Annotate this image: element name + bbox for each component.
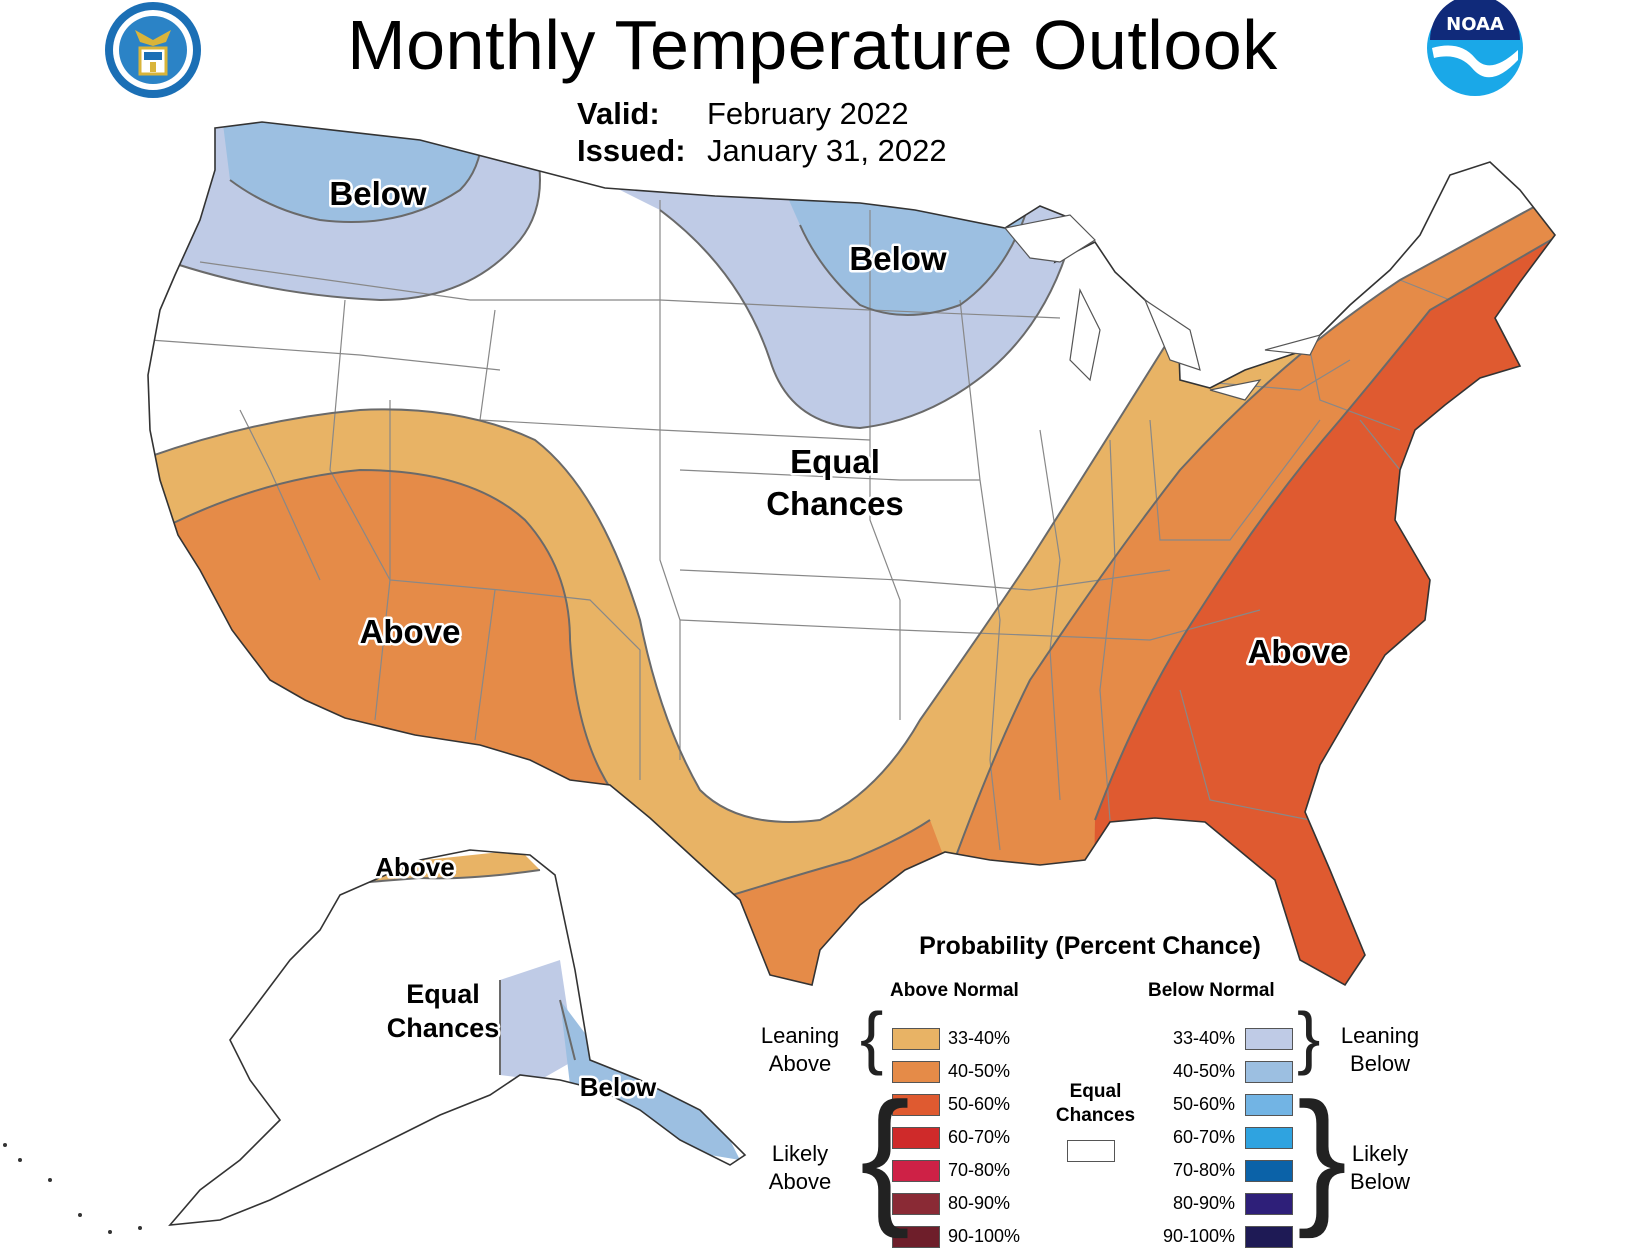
legend-title: Probability (Percent Chance) [919,932,1261,960]
aleutian-islands [3,1143,142,1234]
legend-below-swatch [1245,1226,1293,1248]
region-label-alaska-above: Above [375,852,454,882]
region-label-nw-below: Below [329,175,427,212]
region-label-alaska-below: Below [580,1072,657,1102]
legend: Probability (Percent Chance) Above Norma… [740,930,1440,1250]
likely-above-label: Likely Above [768,1141,832,1194]
legend-above-pct: 40-50% [948,1061,1011,1081]
legend-below-pct: 33-40% [1172,1028,1235,1048]
legend-above-swatch [892,1160,940,1182]
legend-above-pct: 80-90% [948,1193,1011,1213]
legend-above-row: 90-100% [740,1226,1040,1248]
region-label-alaska-equal-1: Equal [406,979,480,1009]
page-title: Monthly Temperature Outlook [347,6,1278,84]
legend-below-pct: 70-80% [1172,1160,1235,1180]
legend-below-swatch [1245,1094,1293,1116]
legend-above-row: 60-70% [740,1127,1040,1149]
legend-below-row: 60-70% [740,1127,1300,1149]
valid-date: Valid: February 2022 [577,96,909,132]
legend-below-row: 70-80% [740,1160,1300,1182]
region-label-alaska-equal-2: Chances [387,1013,500,1043]
legend-above-swatch [892,1028,940,1050]
legend-above-row: 50-60% [740,1094,1040,1116]
legend-below-row: 80-90% [740,1193,1300,1215]
region-label-north-below: Below [849,240,947,277]
issued-label: Issued: [577,133,686,168]
legend-above-pct: 33-40% [948,1028,1011,1048]
legend-above-row: 33-40% [740,1028,1040,1050]
region-label-west-above: Above [360,613,461,650]
issued-value: January 31, 2022 [707,133,947,168]
legend-below-row: 40-50% [740,1061,1300,1083]
likely-below-label: Likely Below [1350,1141,1410,1194]
legend-equal-chances-swatch [1067,1140,1115,1162]
legend-below-pct: 50-60% [1172,1094,1235,1114]
legend-below-row: 33-40% [740,1028,1300,1050]
legend-below-pct: 80-90% [1172,1193,1235,1213]
region-label-east-above: Above [1248,633,1349,670]
legend-below-pct: 90-100% [1162,1226,1235,1246]
legend-below-pct: 60-70% [1172,1127,1235,1147]
legend-above-swatch [892,1061,940,1083]
legend-below-swatch [1245,1061,1293,1083]
legend-below-header: Below Normal [1148,980,1275,1001]
legend-above-pct: 50-60% [948,1094,1011,1114]
legend-below-row: 50-60% [740,1094,1300,1116]
leaning-below-brace: } [1297,998,1321,1076]
valid-label: Valid: [577,96,660,131]
legend-above-header: Above Normal [890,980,1019,1001]
region-label-central-equal-2: Chances [766,485,904,522]
legend-above-row: 80-90% [740,1193,1040,1215]
legend-above-pct: 90-100% [948,1226,1021,1246]
legend-below-swatch [1245,1028,1293,1050]
noaa-logo-icon: NOAA [1427,0,1523,96]
legend-above-row: 70-80% [740,1160,1040,1182]
leaning-above-brace: { [860,998,884,1076]
department-of-commerce-seal-icon [105,2,201,98]
legend-above-pct: 70-80% [948,1160,1011,1180]
legend-below-swatch [1245,1193,1293,1215]
likely-below-brace: } [1297,1071,1348,1239]
likely-above-brace: { [860,1071,911,1239]
legend-above-swatch [892,1226,940,1248]
legend-below-swatch [1245,1127,1293,1149]
legend-above-swatch [892,1127,940,1149]
legend-above-row: 40-50% [740,1061,1040,1083]
issued-date: Issued: January 31, 2022 [577,133,947,169]
legend-above-swatch [892,1193,940,1215]
leaning-below-label: Leaning Below [1340,1023,1420,1076]
svg-text:NOAA: NOAA [1446,14,1504,35]
valid-value: February 2022 [707,96,909,131]
legend-equal-chances-label: Equal Chances [1055,1081,1136,1126]
region-label-central-equal-1: Equal [790,443,880,480]
legend-below-row: 90-100% [740,1226,1300,1248]
legend-below-pct: 40-50% [1172,1061,1235,1081]
legend-above-swatch [892,1094,940,1116]
legend-above-pct: 60-70% [948,1127,1011,1147]
legend-below-swatch [1245,1160,1293,1182]
leaning-above-label: Leaning Above [760,1023,840,1076]
